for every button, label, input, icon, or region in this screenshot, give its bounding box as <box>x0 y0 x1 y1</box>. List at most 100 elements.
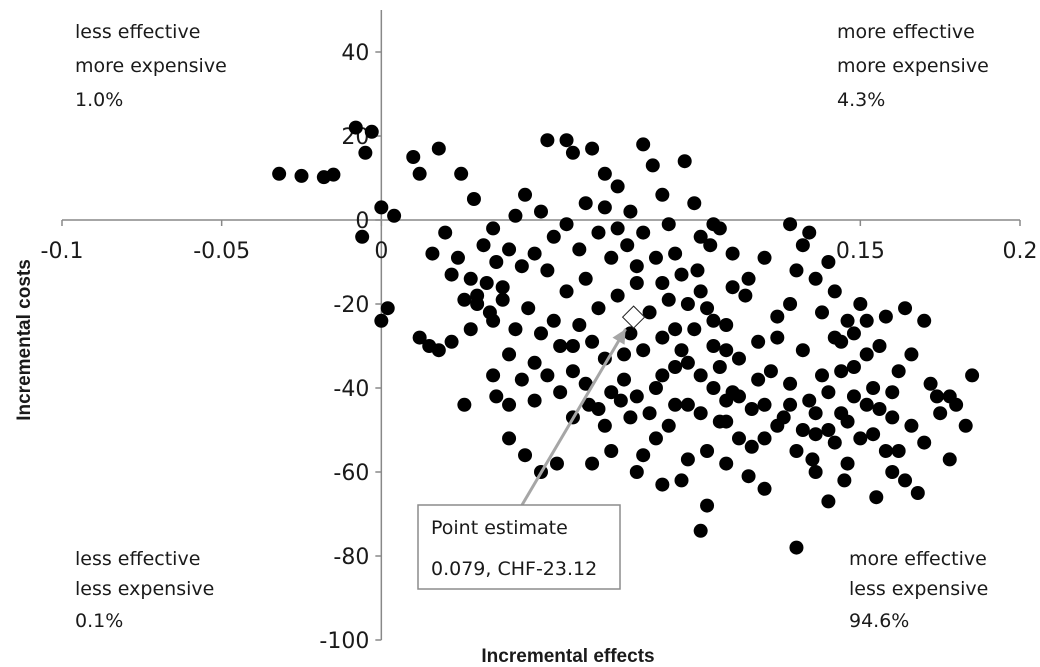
scatter-point <box>597 418 612 433</box>
x-tick-label: 0 <box>374 239 388 264</box>
x-tick-label: 0.2 <box>1003 239 1038 264</box>
scatter-point <box>457 292 472 307</box>
scatter-point <box>872 402 887 416</box>
scatter-point <box>559 217 574 232</box>
y-axis-title: Incremental costs <box>14 259 35 421</box>
scatter-point <box>751 372 766 387</box>
scatter-point <box>613 393 628 408</box>
scatter-point <box>648 431 663 446</box>
scatter-point <box>610 179 625 194</box>
quadrant-top-right-line-3: 4.3% <box>837 89 885 111</box>
callout-arrowhead <box>612 329 626 345</box>
scatter-point <box>502 397 517 412</box>
scatter-point <box>597 200 612 215</box>
scatter-point <box>719 393 734 408</box>
scatter-point <box>687 196 702 211</box>
scatter-point <box>680 452 695 467</box>
scatter-point <box>514 372 529 387</box>
scatter-point <box>572 242 587 257</box>
scatter-point <box>425 246 440 261</box>
scatter-point <box>725 280 740 295</box>
scatter-point <box>770 418 785 433</box>
scatter-point <box>757 250 772 265</box>
scatter-point <box>655 477 670 492</box>
scatter-point <box>795 343 810 358</box>
scatter-point <box>502 347 517 362</box>
y-tick-label: -20 <box>333 293 369 318</box>
scatter-point <box>878 309 893 324</box>
scatter-point <box>406 150 421 164</box>
scatter-point <box>540 133 555 148</box>
scatter-point <box>674 473 689 488</box>
scatter-point <box>700 444 715 458</box>
scatter-point <box>827 435 842 450</box>
scatter-point <box>655 187 670 202</box>
scatter-point <box>623 410 638 425</box>
scatter-point <box>805 452 820 467</box>
scatter-point <box>508 322 523 337</box>
scatter-point <box>546 313 561 328</box>
scatter-point <box>885 465 900 479</box>
y-tick-label: -60 <box>333 461 369 486</box>
scatter-point <box>374 200 389 215</box>
scatter-point <box>495 280 510 295</box>
callout-line-2: 0.079, CHF-23.12 <box>431 558 597 580</box>
scatter-point <box>891 444 906 458</box>
scatter-point <box>680 297 695 311</box>
quadrant-bottom-right-line-1: more effective <box>849 548 987 570</box>
scatter-point <box>815 305 830 320</box>
scatter-point <box>623 326 638 341</box>
scatter-point <box>910 486 925 500</box>
scatter-point <box>648 381 663 395</box>
point-estimate <box>621 305 646 329</box>
x-axis-ticks: -0.1 -0.05 0 0.15 0.2 <box>41 220 1038 264</box>
scatter-point <box>272 166 287 181</box>
scatter-point <box>802 225 817 240</box>
scatter-point <box>578 376 593 391</box>
scatter-point <box>917 435 932 450</box>
scatter-point <box>853 431 868 446</box>
scatter-point <box>885 385 900 400</box>
scatter-point <box>521 301 536 316</box>
quadrant-bottom-left-line-2: less expensive <box>75 578 214 600</box>
scatter-point <box>585 334 600 349</box>
scatter-point <box>751 334 766 349</box>
scatter-point <box>502 242 517 257</box>
scatter-point <box>636 137 651 152</box>
scatter-point <box>463 322 478 337</box>
scatter-point <box>591 402 606 416</box>
scatter-point <box>846 326 861 341</box>
scatter-point <box>572 318 587 332</box>
quadrant-bottom-left-line-1: less effective <box>75 548 200 570</box>
scatter-point <box>655 368 670 383</box>
scatter-point <box>840 313 855 328</box>
callout-line-1: Point estimate <box>431 517 568 539</box>
scatter-point <box>294 168 309 183</box>
scatter-point <box>933 406 948 421</box>
scatter-point <box>821 385 836 400</box>
scatter-point <box>636 448 651 463</box>
scatter-point <box>789 263 804 278</box>
scatter-point <box>674 343 689 358</box>
scatter-point <box>623 204 638 219</box>
scatter-point <box>891 364 906 379</box>
scatter-point <box>578 271 593 286</box>
scatter-point <box>827 284 842 299</box>
scatter-point <box>744 402 759 416</box>
scatter-point <box>821 494 836 509</box>
scatter-point <box>741 469 756 484</box>
scatter-point <box>540 368 555 383</box>
scatter-point <box>463 271 478 286</box>
scatter-point <box>604 250 619 265</box>
scatter-point <box>706 313 721 328</box>
scatter-point <box>617 372 632 387</box>
scatter-point <box>680 355 695 370</box>
scatter-point <box>929 389 944 404</box>
scatter-point <box>872 339 887 353</box>
scatter-point <box>412 330 427 345</box>
quadrant-bottom-left-line-3: 0.1% <box>75 610 123 632</box>
scatter-point <box>431 141 446 156</box>
scatter-point <box>604 444 619 458</box>
scatter-point <box>380 301 395 316</box>
